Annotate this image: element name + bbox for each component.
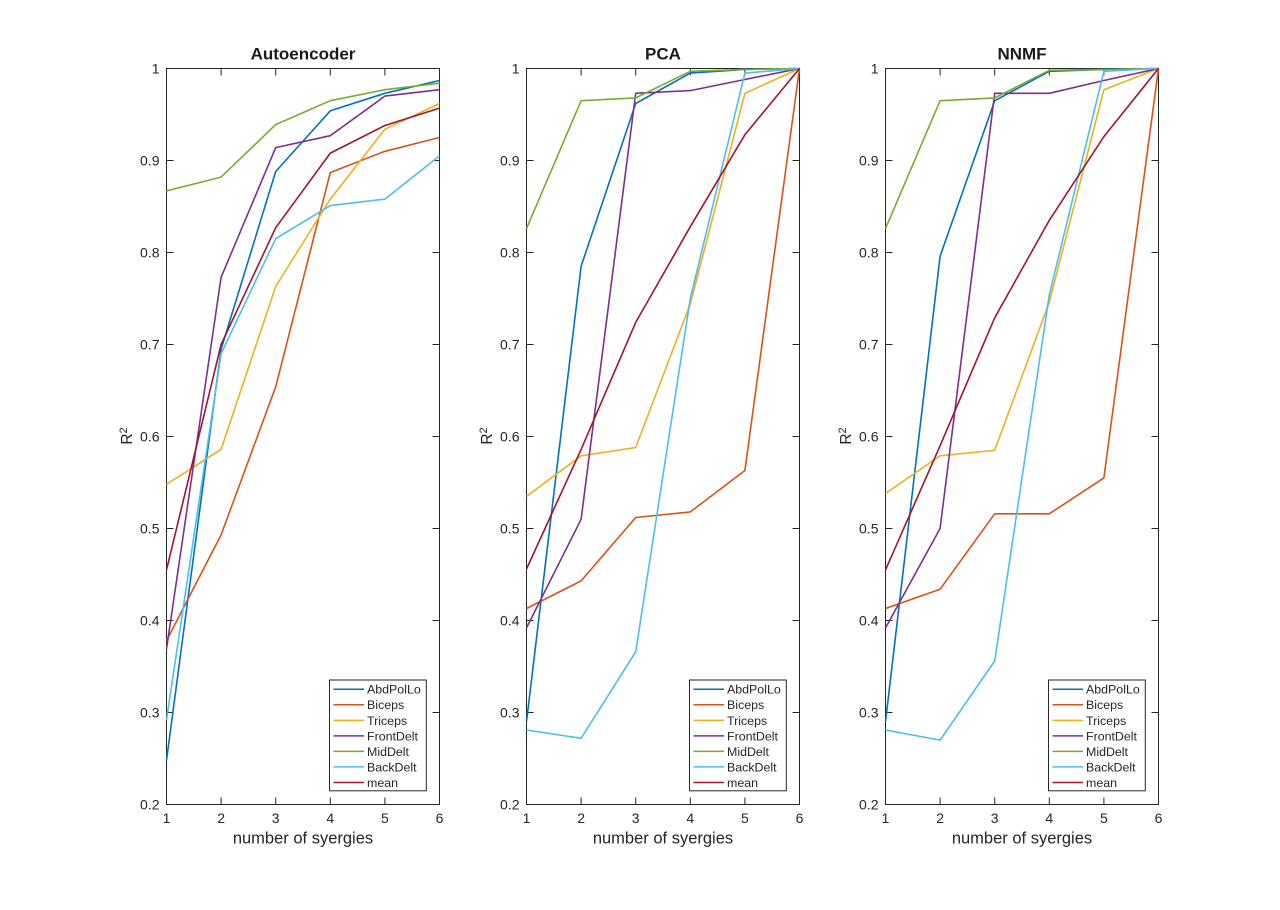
svg-text:5: 5 bbox=[741, 810, 749, 826]
svg-text:AbdPolLo: AbdPolLo bbox=[1086, 683, 1140, 697]
svg-text:FrontDelt: FrontDelt bbox=[1086, 729, 1138, 743]
svg-text:Biceps: Biceps bbox=[367, 698, 404, 712]
svg-text:0.6: 0.6 bbox=[140, 429, 160, 445]
svg-text:4: 4 bbox=[326, 810, 334, 826]
svg-text:Biceps: Biceps bbox=[727, 698, 764, 712]
svg-text:3: 3 bbox=[991, 810, 999, 826]
svg-text:number of syergies: number of syergies bbox=[233, 830, 373, 848]
svg-text:2: 2 bbox=[577, 810, 585, 826]
svg-text:mean: mean bbox=[367, 776, 398, 790]
svg-text:BackDelt: BackDelt bbox=[727, 760, 777, 774]
svg-text:6: 6 bbox=[1155, 810, 1163, 826]
svg-text:Triceps: Triceps bbox=[367, 714, 407, 728]
svg-text:0.7: 0.7 bbox=[500, 337, 520, 353]
svg-text:3: 3 bbox=[632, 810, 640, 826]
svg-text:4: 4 bbox=[1045, 810, 1053, 826]
svg-text:0.8: 0.8 bbox=[859, 245, 879, 261]
svg-text:0.5: 0.5 bbox=[500, 521, 520, 537]
svg-text:4: 4 bbox=[686, 810, 694, 826]
svg-text:6: 6 bbox=[796, 810, 804, 826]
svg-text:BackDelt: BackDelt bbox=[1086, 760, 1136, 774]
svg-text:0.4: 0.4 bbox=[500, 613, 520, 629]
svg-text:Autoencoder: Autoencoder bbox=[251, 45, 356, 64]
svg-text:0.9: 0.9 bbox=[140, 153, 160, 169]
svg-text:Biceps: Biceps bbox=[1086, 698, 1123, 712]
svg-text:0.5: 0.5 bbox=[859, 521, 879, 537]
svg-text:5: 5 bbox=[381, 810, 389, 826]
svg-text:0.9: 0.9 bbox=[500, 153, 520, 169]
svg-text:0.8: 0.8 bbox=[140, 245, 160, 261]
svg-text:PCA: PCA bbox=[645, 45, 681, 64]
svg-text:0.6: 0.6 bbox=[859, 429, 879, 445]
svg-text:1: 1 bbox=[871, 61, 879, 77]
svg-text:Triceps: Triceps bbox=[727, 714, 767, 728]
svg-text:0.8: 0.8 bbox=[500, 245, 520, 261]
svg-text:number of syergies: number of syergies bbox=[952, 830, 1092, 848]
svg-text:MidDelt: MidDelt bbox=[1086, 745, 1129, 759]
svg-text:FrontDelt: FrontDelt bbox=[367, 729, 419, 743]
svg-text:0.2: 0.2 bbox=[140, 797, 160, 813]
svg-text:0.7: 0.7 bbox=[140, 337, 160, 353]
svg-text:Triceps: Triceps bbox=[1086, 714, 1126, 728]
svg-text:NNMF: NNMF bbox=[997, 45, 1046, 64]
svg-text:MidDelt: MidDelt bbox=[367, 745, 410, 759]
svg-text:mean: mean bbox=[1086, 776, 1117, 790]
svg-text:3: 3 bbox=[272, 810, 280, 826]
svg-text:0.2: 0.2 bbox=[500, 797, 520, 813]
svg-text:mean: mean bbox=[727, 776, 758, 790]
svg-text:BackDelt: BackDelt bbox=[367, 760, 417, 774]
svg-text:FrontDelt: FrontDelt bbox=[727, 729, 779, 743]
svg-text:0.4: 0.4 bbox=[859, 613, 879, 629]
svg-text:0.3: 0.3 bbox=[140, 705, 160, 721]
svg-text:AbdPolLo: AbdPolLo bbox=[727, 683, 781, 697]
svg-text:0.5: 0.5 bbox=[140, 521, 160, 537]
svg-text:MidDelt: MidDelt bbox=[727, 745, 770, 759]
svg-text:1: 1 bbox=[523, 810, 531, 826]
svg-text:AbdPolLo: AbdPolLo bbox=[367, 683, 421, 697]
svg-text:1: 1 bbox=[512, 61, 520, 77]
svg-text:0.7: 0.7 bbox=[859, 337, 879, 353]
svg-text:0.3: 0.3 bbox=[859, 705, 879, 721]
svg-text:6: 6 bbox=[436, 810, 444, 826]
svg-text:5: 5 bbox=[1100, 810, 1108, 826]
svg-text:0.3: 0.3 bbox=[500, 705, 520, 721]
svg-text:2: 2 bbox=[936, 810, 944, 826]
svg-text:1: 1 bbox=[882, 810, 890, 826]
svg-text:1: 1 bbox=[152, 61, 160, 77]
svg-text:0.4: 0.4 bbox=[140, 613, 160, 629]
svg-text:0.9: 0.9 bbox=[859, 153, 879, 169]
svg-text:2: 2 bbox=[217, 810, 225, 826]
svg-text:number of syergies: number of syergies bbox=[593, 830, 733, 848]
svg-text:0.6: 0.6 bbox=[500, 429, 520, 445]
svg-text:0.2: 0.2 bbox=[859, 797, 879, 813]
svg-text:1: 1 bbox=[163, 810, 171, 826]
